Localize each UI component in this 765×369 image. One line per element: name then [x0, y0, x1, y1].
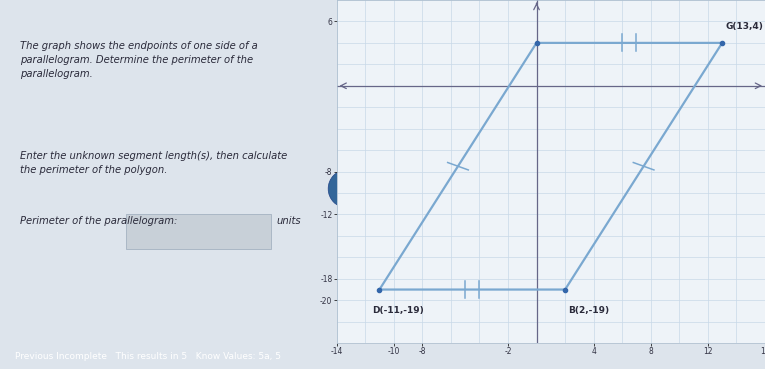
Text: Enter the unknown segment length(s), then calculate
the perimeter of the polygon: Enter the unknown segment length(s), the… [20, 151, 288, 175]
Text: G(13,4): G(13,4) [725, 22, 763, 31]
FancyBboxPatch shape [126, 214, 271, 249]
Circle shape [328, 170, 365, 208]
Text: B(2,-19): B(2,-19) [568, 306, 609, 315]
Text: Previous Incomplete   This results in 5   Know Values: 5a, 5: Previous Incomplete This results in 5 Kn… [15, 352, 282, 361]
Text: D(-11,-19): D(-11,-19) [373, 306, 424, 315]
Text: The graph shows the endpoints of one side of a
parallelogram. Determine the peri: The graph shows the endpoints of one sid… [20, 41, 258, 79]
Text: units: units [276, 216, 301, 226]
Text: Perimeter of the parallelogram:: Perimeter of the parallelogram: [20, 216, 177, 226]
